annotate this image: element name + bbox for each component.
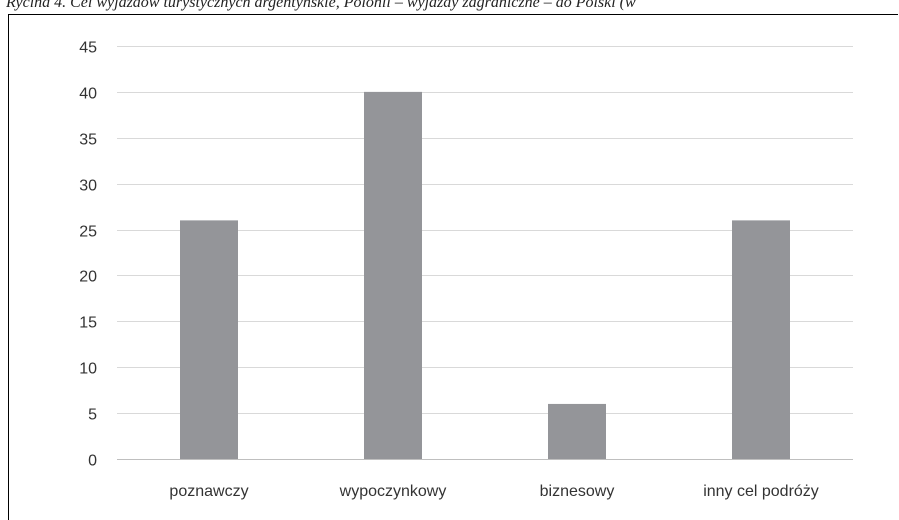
x-tick-label: wypoczynkowy bbox=[339, 483, 447, 500]
y-tick-label: 35 bbox=[79, 132, 97, 149]
y-tick-label: 45 bbox=[79, 40, 97, 57]
y-axis-tick-labels: 0 5 10 15 20 25 30 35 40 45 bbox=[79, 40, 97, 470]
x-tick-label: biznesowy bbox=[540, 483, 615, 500]
y-tick-label: 15 bbox=[79, 315, 97, 332]
bar bbox=[548, 403, 606, 459]
bar bbox=[364, 91, 422, 459]
y-tick-label: 40 bbox=[79, 86, 97, 103]
x-tick-label: poznawczy bbox=[169, 483, 248, 500]
y-tick-label: 10 bbox=[79, 361, 97, 378]
x-tick-label: inny cel podróży bbox=[703, 483, 819, 500]
y-tick-label: 0 bbox=[88, 453, 97, 470]
x-axis-tick-labels: poznawczy wypoczynkowy biznesowy inny cel p… bbox=[169, 483, 818, 500]
y-tick-label: 20 bbox=[79, 269, 97, 286]
bars bbox=[180, 91, 790, 459]
y-tick-label: 25 bbox=[79, 224, 97, 241]
y-tick-label: 5 bbox=[88, 407, 97, 424]
gridlines bbox=[117, 46, 853, 460]
bar bbox=[732, 220, 790, 459]
y-tick-label: 30 bbox=[79, 178, 97, 195]
bar bbox=[180, 220, 238, 459]
figure-caption: Rycina 4. Cel wyjazdów turystycznych arg… bbox=[6, 0, 636, 11]
